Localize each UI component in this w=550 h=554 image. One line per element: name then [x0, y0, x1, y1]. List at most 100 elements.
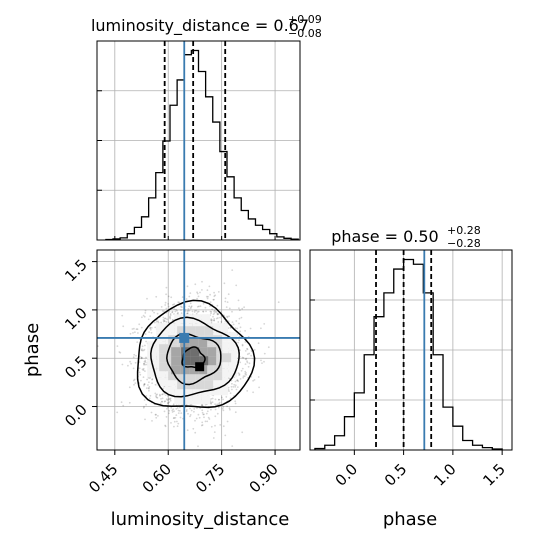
sample-point [214, 415, 217, 418]
sample-point [162, 319, 165, 321]
density-cell-0 [228, 368, 238, 378]
sample-point [234, 327, 237, 329]
sample-point [212, 298, 215, 301]
ytick-label-phase-1: 0.5 [61, 352, 91, 382]
sample-point [116, 345, 119, 347]
sample-point [174, 310, 177, 313]
sample-point [210, 319, 212, 322]
hist-step-luminosity_distance [105, 49, 299, 241]
density-cell-0 [165, 386, 175, 396]
sample-point [159, 394, 161, 397]
sample-point [146, 378, 149, 381]
sample-point [240, 369, 243, 372]
sample-point [162, 320, 165, 323]
sample-point [134, 382, 137, 384]
sample-point [180, 457, 182, 459]
sample-point [210, 408, 212, 411]
sample-point [155, 394, 158, 396]
density-cell-2 [198, 338, 208, 348]
sample-point [226, 301, 229, 303]
density-cell-0 [156, 377, 166, 387]
sample-point [186, 310, 189, 312]
density-cell-1 [195, 326, 205, 336]
sample-point [165, 293, 168, 296]
sample-point [148, 331, 151, 333]
xtick-label-ld-1: 0.60 [139, 460, 175, 496]
sample-point [173, 308, 176, 310]
sample-point [249, 327, 252, 330]
sample-point [212, 313, 215, 316]
sample-point [168, 321, 170, 324]
sample-point [226, 316, 229, 319]
sample-point [236, 386, 239, 388]
sample-point [206, 410, 209, 413]
sample-point [170, 406, 173, 409]
sample-point [205, 310, 207, 313]
sample-point [171, 310, 174, 313]
sample-point [221, 396, 223, 399]
sample-point [142, 314, 145, 317]
sample-point [217, 406, 220, 409]
sample-point [222, 398, 225, 401]
sample-point [165, 321, 168, 323]
sample-point [193, 311, 196, 313]
hist-step-phase [314, 258, 503, 450]
sample-point [167, 295, 170, 298]
sample-point [180, 309, 182, 311]
density-cell-0 [219, 341, 229, 351]
sample-point [155, 416, 158, 419]
sample-point [164, 317, 167, 320]
sample-point [185, 409, 188, 411]
sample-point [173, 425, 175, 428]
density-cell-2 [198, 347, 208, 357]
sample-point [208, 418, 211, 420]
density-cell-1 [186, 371, 196, 381]
sample-point [202, 310, 205, 313]
sample-point [232, 386, 235, 388]
sample-point [163, 400, 166, 403]
sample-point [222, 406, 225, 408]
sample-point [179, 410, 181, 412]
sample-point [168, 401, 171, 404]
sample-point [177, 422, 180, 425]
density-cell-1 [213, 353, 223, 363]
title-luminosity-distance-plus: +0.09 [288, 13, 322, 26]
sample-point [236, 379, 239, 382]
sample-point [234, 386, 237, 388]
sample-point [241, 343, 244, 346]
density-cell-0 [219, 332, 229, 342]
sample-point [189, 407, 191, 410]
sample-point [209, 310, 212, 313]
sample-point [156, 397, 159, 399]
sample-point [244, 341, 247, 343]
sample-point [170, 296, 173, 299]
sample-point [161, 310, 164, 312]
sample-point [187, 308, 190, 310]
density-cell-0 [219, 377, 229, 387]
sample-point [144, 333, 147, 335]
sample-point [151, 378, 154, 380]
sample-point [169, 313, 172, 315]
sample-point [168, 412, 170, 415]
sample-point [145, 387, 148, 390]
sample-point [238, 307, 240, 310]
sample-point [196, 311, 199, 313]
sample-point [175, 308, 177, 311]
sample-point [201, 424, 204, 426]
sample-point [144, 361, 147, 363]
sample-point [218, 398, 220, 401]
sample-point [198, 416, 201, 419]
sample-point [214, 294, 217, 297]
density-cell-0 [192, 386, 202, 396]
sample-point [160, 306, 163, 308]
sample-point [212, 437, 215, 439]
sample-point [171, 411, 174, 413]
sample-point [216, 313, 219, 315]
sample-point [143, 405, 145, 408]
sample-point [238, 339, 240, 342]
sample-point [141, 316, 143, 319]
sample-point [243, 375, 246, 378]
sample-point [236, 327, 239, 330]
sample-point [248, 352, 251, 355]
density-cell-0 [183, 314, 193, 324]
